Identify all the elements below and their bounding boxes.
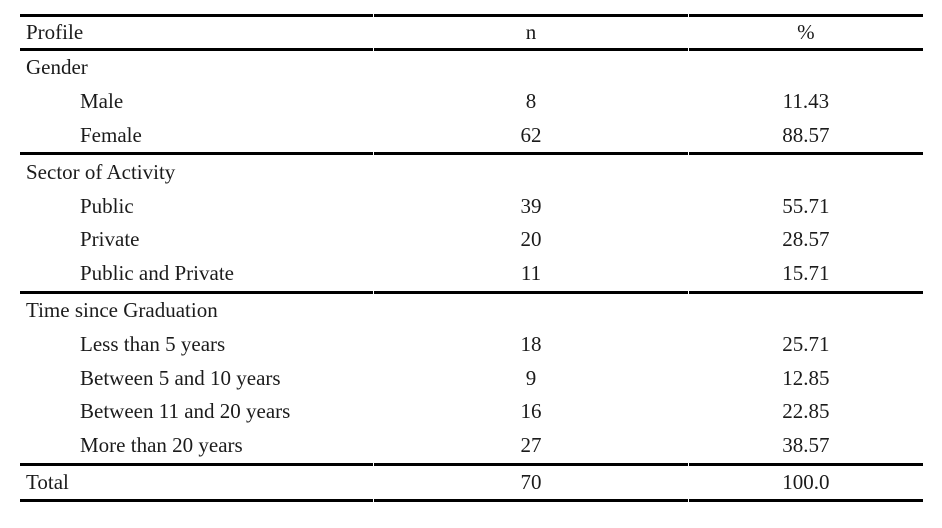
cell-n: 39: [520, 193, 542, 218]
total-label: Total: [20, 466, 374, 503]
cell-percent: 25.71: [782, 331, 830, 356]
cell-n: 16: [520, 399, 542, 424]
section-header-row: Time since Graduation: [20, 294, 923, 328]
table-row: Public and Private 11 15.71: [20, 257, 923, 294]
header-row: Profile n %: [20, 14, 923, 51]
row-label: Between 11 and 20 years: [80, 399, 291, 424]
row-label: Between 5 and 10 years: [80, 365, 281, 390]
table-row: Male 8 11.43: [20, 85, 923, 119]
section-label-time: Time since Graduation: [26, 297, 218, 322]
empty-cell: [689, 155, 923, 189]
table-row: Between 5 and 10 years 9 12.85: [20, 361, 923, 395]
empty-cell: [374, 51, 688, 85]
table-row: More than 20 years 27 38.57: [20, 429, 923, 466]
empty-cell: [689, 294, 923, 328]
cell-percent: 11.43: [782, 89, 830, 114]
row-label: Public and Private: [20, 257, 374, 294]
table-row: Between 11 and 20 years 16 22.85: [20, 395, 923, 429]
total-n: 70: [374, 466, 688, 503]
empty-cell: [689, 51, 923, 85]
cell-n: 9: [525, 365, 537, 390]
section-label-gender: Gender: [26, 55, 88, 80]
col-header-n: n: [374, 14, 688, 51]
cell-n: 11: [374, 257, 688, 294]
cell-percent: 12.85: [782, 365, 830, 390]
cell-percent: 38.57: [688, 429, 923, 466]
cell-percent: 22.85: [782, 399, 830, 424]
cell-percent: 15.71: [688, 257, 923, 294]
row-label: Private: [80, 227, 140, 252]
cell-n: 18: [520, 331, 542, 356]
section-header-row: Sector of Activity: [20, 155, 923, 189]
table-row: Female 62 88.57: [20, 119, 923, 156]
section-label-sector: Sector of Activity: [26, 159, 176, 184]
cell-n: 62: [374, 119, 688, 156]
row-label: Male: [80, 89, 124, 114]
cell-n: 27: [374, 429, 688, 466]
table-row: Less than 5 years 18 25.71: [20, 327, 923, 361]
table-row: Private 20 28.57: [20, 223, 923, 257]
col-header-percent: %: [688, 14, 923, 51]
row-label: Public: [80, 193, 134, 218]
profile-table-container: Profile n % Gender Male 8 11.43 Female 6…: [19, 14, 924, 503]
cell-n: 20: [520, 227, 542, 252]
table-row: Public 39 55.71: [20, 189, 923, 223]
cell-percent: 88.57: [688, 119, 923, 156]
cell-n: 8: [525, 89, 537, 114]
cell-percent: 28.57: [782, 227, 830, 252]
col-header-profile: Profile: [20, 14, 374, 51]
empty-cell: [374, 294, 688, 328]
total-percent: 100.0: [688, 466, 923, 503]
section-header-row: Gender: [20, 51, 923, 85]
row-label: Female: [20, 119, 374, 156]
empty-cell: [374, 155, 688, 189]
row-label: More than 20 years: [20, 429, 374, 466]
row-label: Less than 5 years: [80, 331, 226, 356]
profile-table: Profile n % Gender Male 8 11.43 Female 6…: [19, 14, 924, 503]
cell-percent: 55.71: [782, 193, 830, 218]
total-row: Total 70 100.0: [20, 466, 923, 503]
